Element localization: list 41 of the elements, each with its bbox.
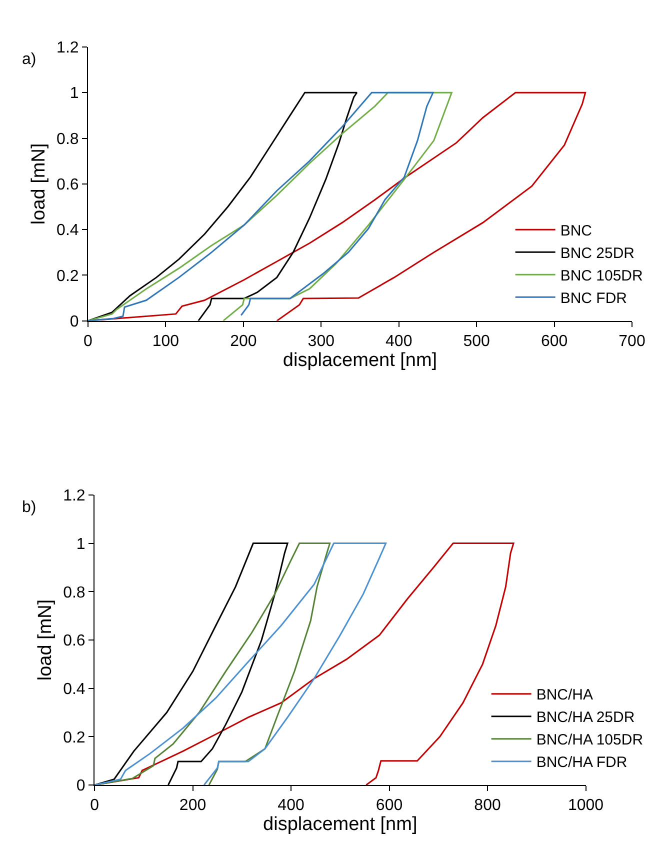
y-tick-label: 1.2 xyxy=(56,40,79,57)
legend-label: BNC/HA FDR xyxy=(536,754,628,772)
x-tick-label: 0 xyxy=(90,797,100,814)
y-axis-title: load [mN] xyxy=(28,143,50,225)
y-tick-label: 0.8 xyxy=(63,584,86,602)
x-tick-label: 100 xyxy=(152,333,180,350)
legend-label: BNC 25DR xyxy=(560,245,635,262)
legend-label: BNC 105DR xyxy=(560,268,644,285)
x-tick-label: 200 xyxy=(230,333,257,350)
y-tick-label: 0.2 xyxy=(56,268,79,285)
legend-label: BNC FDR xyxy=(560,290,628,308)
x-axis-title: displacement [nm] xyxy=(282,350,438,371)
legend-label: BNC/HA 25DR xyxy=(536,709,635,726)
x-tick-label: 200 xyxy=(179,797,206,814)
y-tick-label: 0.6 xyxy=(63,632,86,650)
chart-title: b) xyxy=(22,499,36,516)
legend-label: BNC/HA 105DR xyxy=(536,732,644,749)
x-tick-label: 400 xyxy=(386,333,412,350)
legend-label: BNC/HA xyxy=(536,686,594,704)
y-tick-label: 1 xyxy=(76,536,86,553)
y-axis-title: load [mN] xyxy=(34,599,56,681)
y-tick-label: 1 xyxy=(70,85,79,102)
y-tick-label: 0.6 xyxy=(56,176,79,194)
x-tick-label: 300 xyxy=(308,333,335,350)
y-tick-label: 0 xyxy=(76,778,86,795)
x-tick-label: 800 xyxy=(474,797,501,814)
y-tick-label: 0 xyxy=(70,313,79,330)
legend-label: BNC xyxy=(560,222,592,240)
y-tick-label: 0.4 xyxy=(63,680,86,698)
x-tick-label: 1000 xyxy=(568,797,604,814)
x-tick-label: 500 xyxy=(463,333,490,350)
x-tick-label: 600 xyxy=(376,797,403,814)
x-tick-label: 400 xyxy=(278,797,304,814)
x-tick-label: 600 xyxy=(540,333,568,350)
y-tick-label: 0.4 xyxy=(56,222,79,240)
x-tick-label: 700 xyxy=(618,333,646,350)
y-tick-label: 1.2 xyxy=(63,488,86,505)
y-tick-label: 0.2 xyxy=(63,729,86,746)
y-tick-label: 0.8 xyxy=(56,130,79,148)
x-axis-title: displacement [nm] xyxy=(263,814,418,836)
chart-title: a) xyxy=(22,51,36,68)
